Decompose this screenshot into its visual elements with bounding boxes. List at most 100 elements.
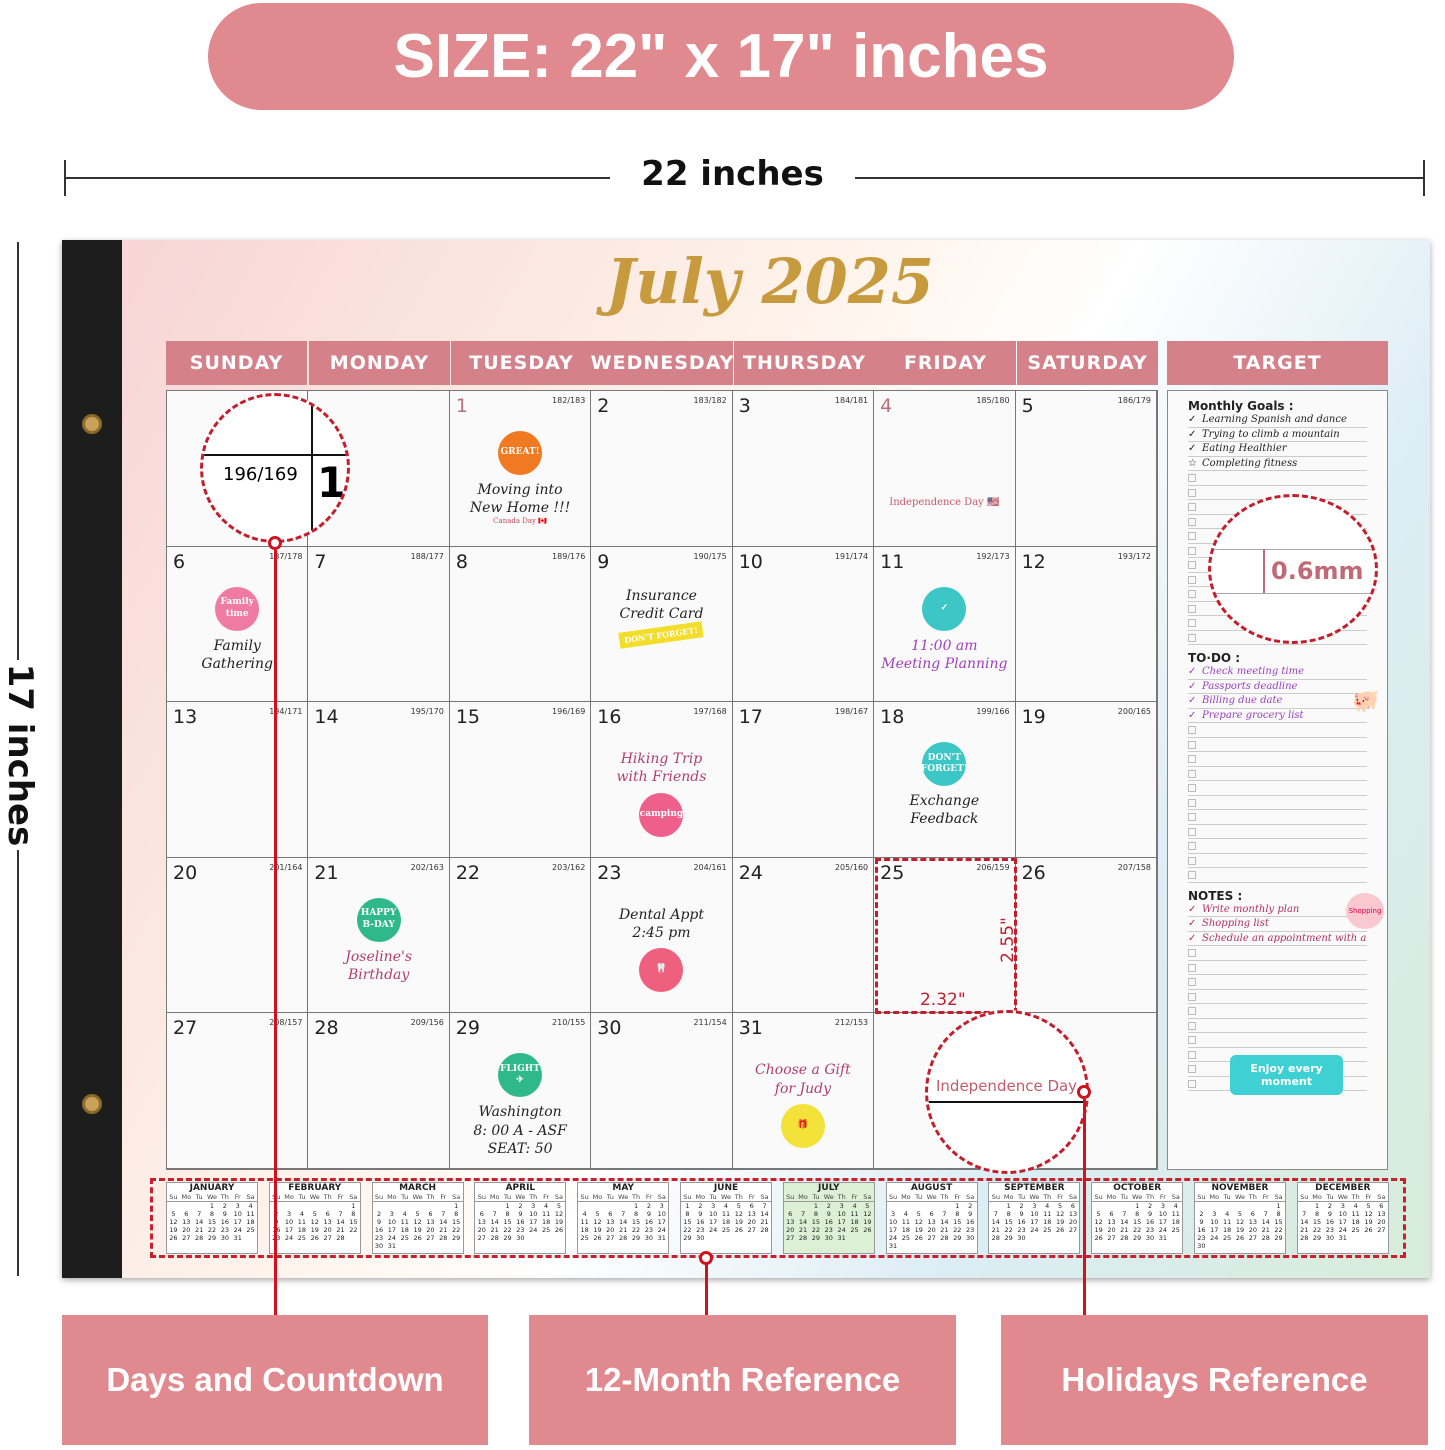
list-item[interactable] [1188,946,1367,961]
day-cell[interactable]: 17 198/167 [732,702,875,858]
checkbox-icon[interactable] [1188,575,1196,584]
list-item[interactable] [1188,810,1367,825]
day-cell[interactable]: 27 208/157 [167,1013,309,1169]
day-cell[interactable]: 22 203/162 [449,857,592,1014]
day-cell[interactable]: 21 202/163 HAPPY B-DAY Joseline's Birthday [308,857,450,1014]
day-cell[interactable]: 18 199/166 DON'T FORGET! Exchange Feedback [874,702,1016,858]
checkbox-icon[interactable] [1188,949,1196,957]
checkbox-icon[interactable] [1188,740,1196,749]
list-item[interactable] [1188,738,1367,752]
connector-line [705,1258,708,1315]
day-number: 31 [738,1017,763,1040]
list-item[interactable]: ✓ Prepare grocery list [1188,709,1367,723]
checkbox-icon[interactable] [1188,503,1196,511]
day-zoom-text: 16 [317,458,347,507]
day-cell[interactable]: 30 211/154 [591,1013,733,1169]
checkbox-icon[interactable] [1188,726,1196,734]
day-cell[interactable]: 13 194/171 [167,702,309,858]
list-item[interactable]: ✓ Write monthly plan [1188,903,1367,917]
checkbox-icon[interactable] [1188,532,1196,540]
day-cell[interactable]: 14 195/170 [308,702,450,858]
day-cell[interactable]: 24 205/160 [732,857,875,1014]
checkbox-icon[interactable] [1188,755,1196,763]
checkbox-icon[interactable] [1188,561,1196,569]
checkbox-icon[interactable] [1188,517,1196,526]
checkbox-icon[interactable] [1188,992,1196,1001]
day-cell[interactable]: 23 204/161 Dental Appt 2:45 pm 🦷 [591,857,733,1014]
checkbox-icon[interactable] [1188,546,1196,555]
list-item[interactable]: ✓ Eating Healthier [1188,442,1367,457]
day-cell[interactable]: 16 197/168 Hiking Trip with Friends camping [591,702,733,858]
day-cell[interactable] [1015,1013,1157,1169]
day-cell[interactable]: 9 190/175 Insurance Credit Card DON'T FORGE… [591,546,733,703]
checkbox-icon[interactable] [1188,633,1196,642]
list-item[interactable] [1188,854,1367,868]
list-item[interactable] [1188,868,1367,883]
list-item[interactable]: ✓ Trying to climb a mountain [1188,428,1367,442]
checkbox-icon[interactable] [1188,1007,1196,1015]
day-cell[interactable]: 4 185/180 Independence Day 🇺🇸 [874,391,1016,547]
checkbox-icon[interactable] [1188,784,1196,792]
day-cell[interactable]: 11 192/173 ✓ 11:00 am Meeting Planning [874,546,1016,703]
day-cell[interactable]: 28 209/156 [308,1013,450,1169]
day-cell[interactable]: 20 201/164 [167,857,309,1014]
day-cell[interactable]: 15 196/169 [449,702,592,858]
day-cell[interactable]: 8 189/176 [449,546,592,703]
list-item[interactable] [1188,1033,1367,1048]
checkbox-icon[interactable] [1188,1036,1196,1044]
day-cell[interactable]: 7 188/177 [308,546,450,703]
checkbox-icon[interactable] [1188,590,1196,598]
list-item[interactable] [1188,796,1367,810]
day-countdown: 196/169 [552,707,586,717]
checkbox-icon[interactable] [1188,1050,1196,1059]
day-cell[interactable] [308,391,450,547]
list-item[interactable] [1188,825,1367,839]
day-cell[interactable]: 5 186/179 [1015,391,1157,547]
list-item[interactable] [1188,781,1367,796]
list-item[interactable] [1188,839,1367,854]
checkbox-icon[interactable] [1188,978,1196,986]
checkbox-icon[interactable] [1188,1079,1196,1088]
list-item[interactable] [1188,767,1367,781]
day-cell[interactable]: 19 200/165 [1015,702,1157,858]
list-item[interactable] [1188,975,1367,990]
list-item[interactable]: ✓ Learning Spanish and dance [1188,413,1367,428]
checkbox-icon[interactable] [1188,769,1196,778]
list-item[interactable] [1188,723,1367,738]
list-item[interactable]: ☆ Completing fitness [1188,457,1367,471]
day-cell[interactable]: 1 182/183 GREAT! Moving into New Home !!! Ca… [449,391,592,547]
checkbox-icon[interactable] [1188,604,1196,613]
checkbox-icon[interactable] [1188,798,1196,807]
list-item[interactable] [1188,990,1367,1004]
day-cell[interactable]: 2 183/182 [591,391,733,547]
checkbox-icon[interactable] [1188,619,1196,627]
checkbox-icon[interactable] [1188,813,1196,821]
checkbox-icon[interactable] [1188,1021,1196,1030]
checkbox-icon[interactable] [1188,842,1196,850]
list-item[interactable]: ✓Schedule an appointment with a dentist [1188,932,1367,946]
day-cell[interactable]: 3 184/181 [732,391,875,547]
checkbox-icon[interactable] [1188,827,1196,836]
list-item[interactable] [1188,1019,1367,1033]
checkbox-icon[interactable] [1188,963,1196,972]
checkbox-icon[interactable] [1188,488,1196,497]
checkbox-icon[interactable] [1188,474,1196,482]
day-cell[interactable]: 6 187/178 Family time Family Gathering [167,546,309,703]
list-item[interactable] [1188,1004,1367,1019]
checkbox-icon[interactable] [1188,856,1196,865]
list-item[interactable]: ✓ Check meeting time [1188,665,1367,680]
list-item[interactable]: ✓ Billing due date [1188,694,1367,709]
checkbox-icon[interactable] [1188,1065,1196,1073]
day-cell[interactable]: 10 191/174 [732,546,875,703]
list-item[interactable] [1188,471,1367,486]
day-cell[interactable]: 26 207/158 [1015,857,1157,1014]
day-cell[interactable]: 29 210/155 FLIGHT ✈ Washington 8: 00 A - AS… [449,1013,592,1169]
list-item[interactable]: ✓ Passports deadline [1188,680,1367,694]
day-cell[interactable]: 12 193/172 [1015,546,1157,703]
day-cell[interactable]: 31 212/153 Choose a Gift for Judy 🎁 [732,1013,875,1169]
list-item[interactable] [1188,631,1367,645]
checkbox-icon[interactable] [1188,871,1196,879]
list-item[interactable] [1188,961,1367,975]
list-item[interactable] [1188,752,1367,767]
list-item[interactable]: ✓ Shopping list [1188,917,1367,932]
